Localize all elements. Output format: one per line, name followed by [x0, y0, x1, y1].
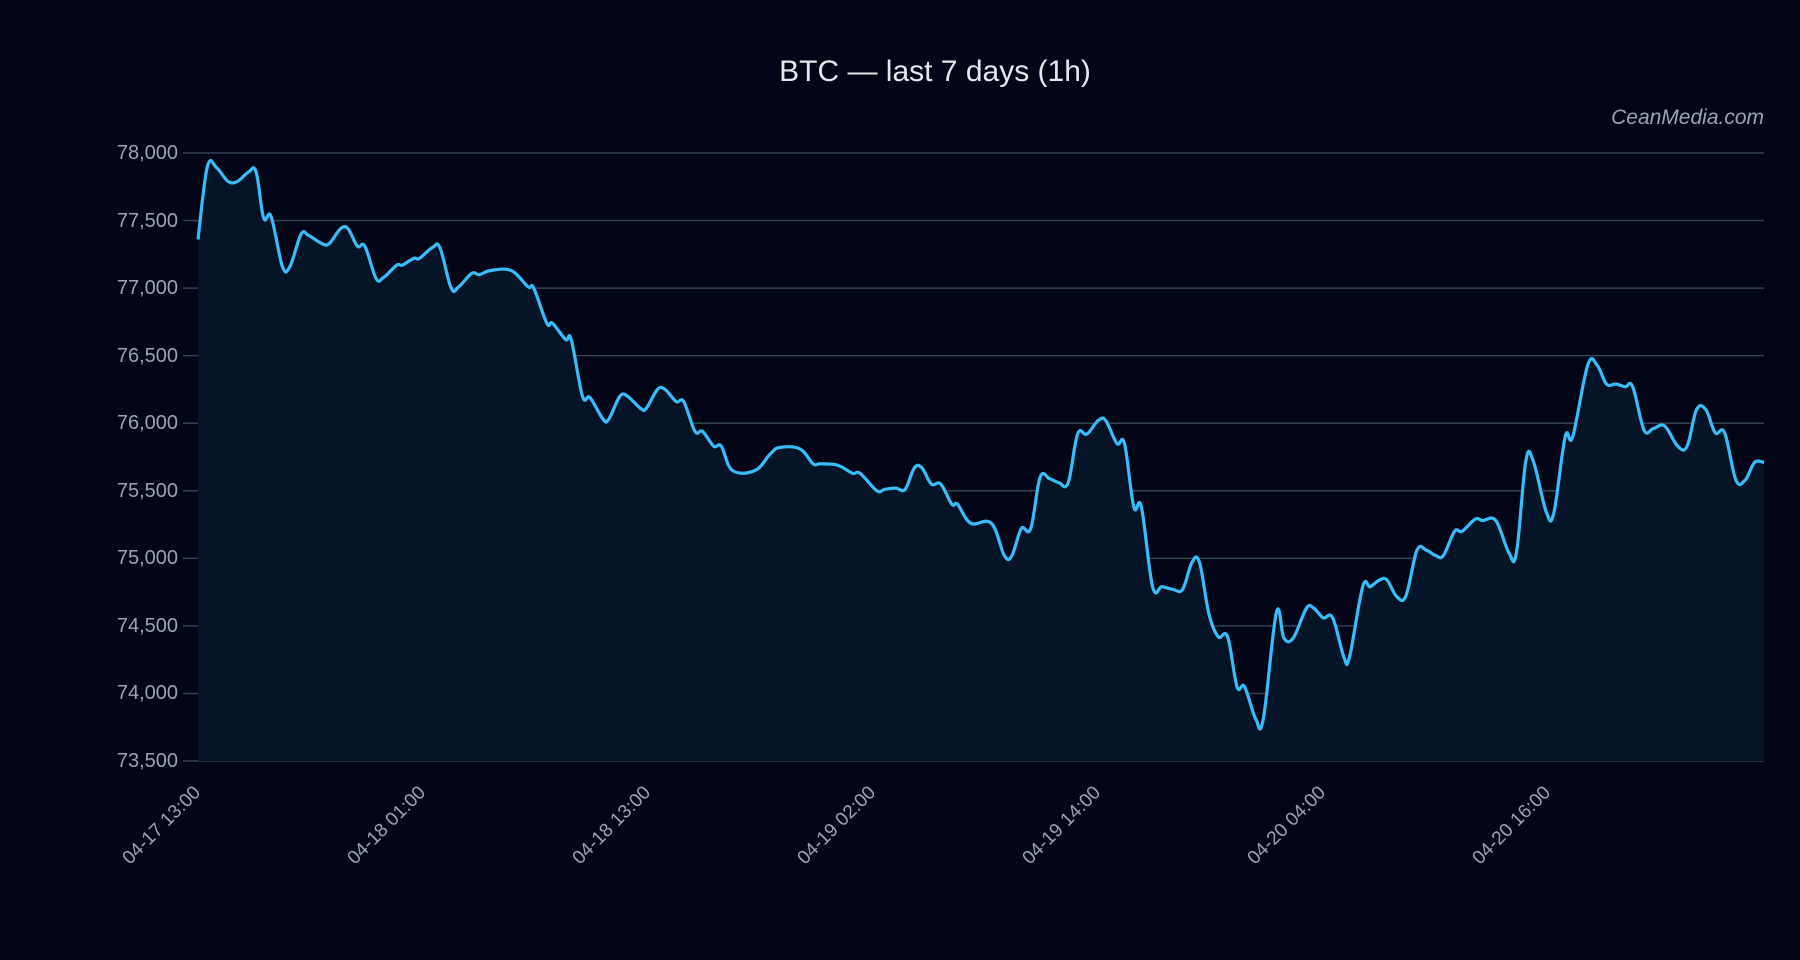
chart-title: BTC — last 7 days (1h) [779, 55, 1091, 88]
y-tick-label: 75,500 [116, 479, 178, 502]
y-tick-label: 77,500 [116, 209, 178, 232]
y-tick-label: 78,000 [116, 142, 178, 164]
watermark: CeanMedia.com [1611, 106, 1764, 129]
price-line [196, 158, 1765, 731]
y-tick-label: 75,000 [116, 547, 178, 570]
y-tick-label: 77,000 [116, 277, 178, 300]
y-tick-label: 73,500 [116, 750, 178, 772]
y-tick-label: 74,000 [116, 682, 178, 705]
price-area-fill [198, 160, 1764, 761]
y-tick-label: 74,500 [116, 614, 178, 637]
y-tick-label: 76,000 [116, 412, 178, 435]
y-tick-label: 76,500 [116, 344, 178, 367]
